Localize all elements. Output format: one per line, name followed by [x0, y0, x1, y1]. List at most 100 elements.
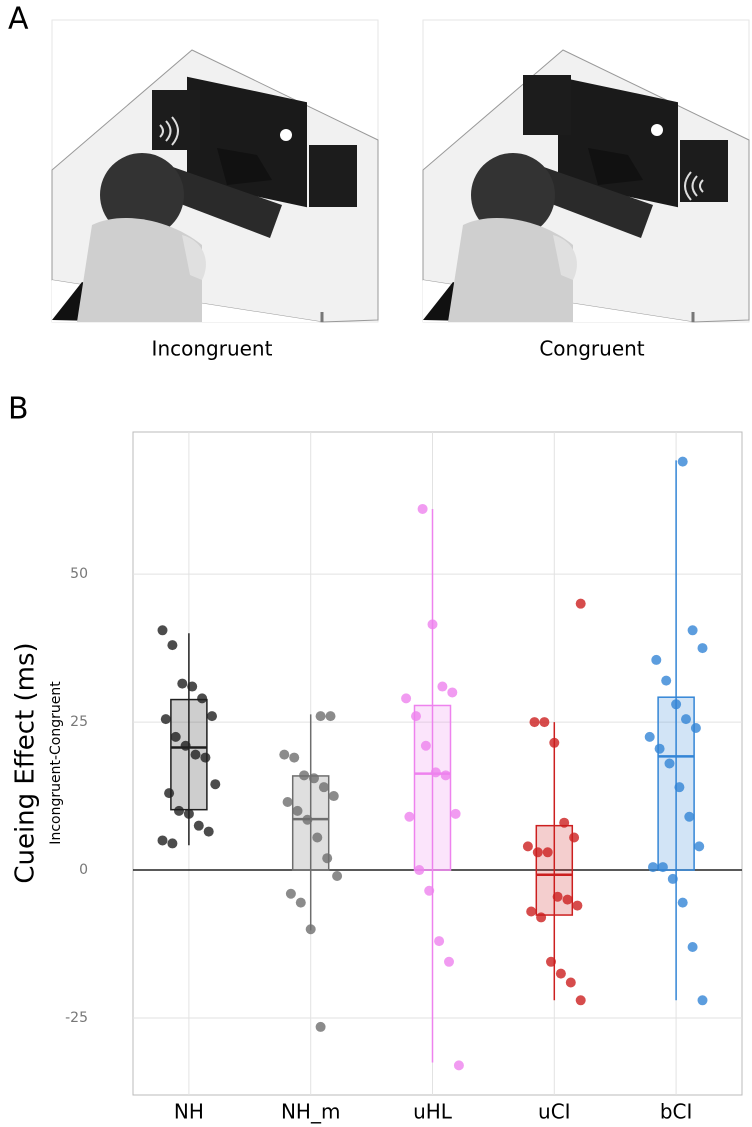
- data-point: [542, 847, 553, 858]
- data-point: [312, 832, 323, 843]
- data-point: [555, 968, 566, 979]
- scene-image: [50, 18, 380, 324]
- data-point: [315, 1021, 326, 1032]
- plot-border: [132, 431, 743, 1096]
- image-caption: Congruent: [539, 337, 644, 361]
- data-point: [167, 640, 178, 651]
- data-point: [664, 758, 675, 769]
- scene-image: [421, 18, 751, 324]
- data-point: [302, 814, 313, 825]
- data-point: [552, 891, 563, 902]
- data-point: [526, 906, 537, 917]
- data-point: [539, 717, 550, 728]
- data-point: [190, 749, 201, 760]
- data-point: [170, 731, 181, 742]
- data-point: [565, 977, 576, 988]
- panel-label: A: [8, 2, 29, 37]
- data-point: [210, 779, 221, 790]
- data-point: [536, 912, 547, 923]
- data-point: [177, 678, 188, 689]
- panel-label: B: [8, 392, 29, 427]
- data-point: [434, 936, 445, 947]
- data-point: [644, 731, 655, 742]
- data-point: [160, 714, 171, 725]
- x-tick-label: bCI: [660, 1100, 693, 1124]
- x-tick-label: uCI: [538, 1100, 571, 1124]
- data-point: [648, 862, 658, 873]
- data-point: [674, 782, 685, 793]
- x-tick-label: uHL: [413, 1100, 453, 1124]
- data-point: [157, 625, 168, 636]
- data-point: [572, 900, 583, 911]
- data-point: [200, 752, 211, 763]
- data-point: [285, 888, 296, 899]
- data-point: [690, 722, 701, 733]
- data-point: [427, 619, 438, 630]
- data-point: [430, 767, 441, 778]
- data-point: [328, 791, 339, 802]
- data-point: [424, 885, 435, 896]
- data-point: [559, 817, 570, 828]
- data-point: [164, 788, 175, 799]
- data-point: [671, 699, 682, 710]
- data-point: [546, 956, 556, 967]
- x-tick-label: NH_m: [281, 1100, 340, 1124]
- data-point: [174, 805, 184, 816]
- data-point: [447, 687, 458, 698]
- plot-area: -25 0 25 50 NH NH_m uHL uCI bCI: [65, 431, 743, 1124]
- data-point: [183, 808, 194, 819]
- y-tick-label: 25: [70, 714, 88, 730]
- y-tick-label: 50: [70, 566, 88, 582]
- data-point: [197, 693, 208, 704]
- data-point: [532, 847, 543, 858]
- y-tick-label: -25: [65, 1010, 88, 1026]
- data-point: [404, 811, 415, 822]
- data-point: [295, 897, 306, 908]
- data-point: [322, 853, 333, 864]
- data-point: [318, 782, 329, 793]
- data-point: [414, 865, 425, 876]
- box: [413, 704, 452, 871]
- data-point: [180, 740, 191, 751]
- data-point: [167, 838, 178, 849]
- data-point: [529, 717, 540, 728]
- data-point: [289, 752, 300, 763]
- y-axis-sublabel: Incongruent-Congruent: [48, 681, 64, 845]
- data-point: [305, 924, 316, 935]
- data-point: [569, 832, 580, 843]
- data-point: [292, 805, 303, 816]
- data-point: [450, 808, 461, 819]
- data-point: [444, 956, 454, 967]
- data-point: [562, 894, 573, 905]
- data-point: [299, 770, 310, 781]
- data-point: [681, 714, 691, 725]
- data-point: [157, 835, 168, 846]
- data-point: [187, 681, 198, 692]
- data-point: [325, 711, 336, 722]
- data-point: [193, 820, 204, 831]
- data-point: [309, 773, 319, 784]
- data-point: [437, 681, 448, 692]
- data-point: [279, 749, 290, 760]
- data-point: [332, 870, 343, 881]
- data-point: [207, 711, 217, 722]
- data-point: [420, 740, 431, 751]
- data-point: [667, 873, 678, 884]
- data-point: [687, 942, 698, 953]
- data-point: [440, 770, 451, 781]
- x-tick-label: NH: [174, 1100, 204, 1124]
- image-caption: Incongruent: [152, 337, 273, 361]
- data-point: [697, 643, 708, 654]
- data-point: [697, 995, 708, 1006]
- data-point: [694, 841, 705, 852]
- data-point: [575, 598, 586, 609]
- data-point: [677, 456, 688, 467]
- data-point: [684, 811, 695, 822]
- data-point: [657, 862, 668, 873]
- data-point: [687, 625, 698, 636]
- data-point: [651, 654, 662, 665]
- data-point: [282, 796, 293, 807]
- data-point: [411, 711, 421, 722]
- data-point: [575, 995, 586, 1006]
